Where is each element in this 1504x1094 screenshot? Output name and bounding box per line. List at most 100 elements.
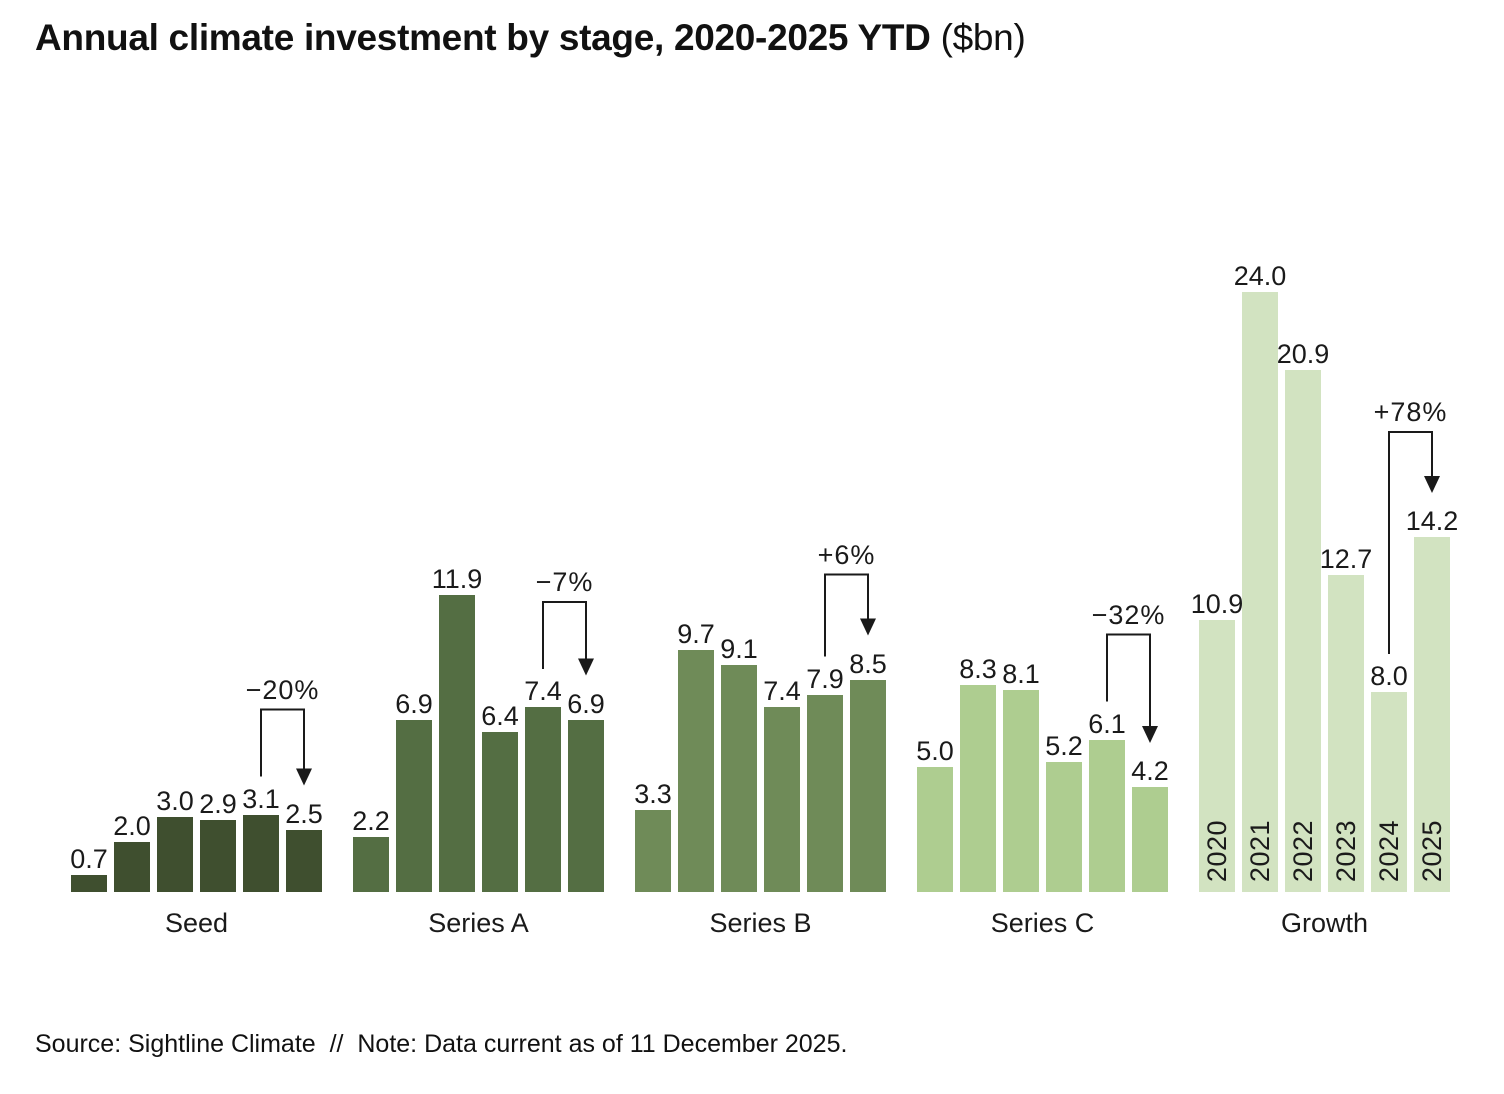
bar-2021	[396, 719, 432, 892]
year-label: 2021	[1244, 819, 1275, 882]
bar-2024	[1089, 739, 1125, 892]
bar-2021	[960, 684, 996, 892]
bar-group-growth: 2020 10.9 2021 24.0 2022 20.9 2023 12.7 2024 8.0 2…	[1191, 0, 1459, 960]
group-label-growth: Growth	[1280, 908, 1369, 938]
change-label: −32%	[1091, 599, 1166, 630]
bar-2024	[525, 707, 561, 892]
value-label: 4.2	[1131, 756, 1169, 786]
change-bracket	[542, 601, 594, 676]
value-label: 8.3	[959, 653, 997, 684]
arrow-down-icon	[578, 658, 594, 676]
bar-2025	[850, 679, 886, 892]
year-label: 2025	[1416, 819, 1447, 882]
arrow-down-icon	[1424, 476, 1440, 493]
bar-2023	[764, 707, 800, 892]
value-label: 7.4	[524, 676, 562, 706]
bar-2021	[678, 649, 714, 892]
value-label: 12.7	[1319, 543, 1373, 574]
bar-2022	[439, 594, 475, 892]
change-bracket	[1388, 431, 1440, 654]
bar-2022	[721, 664, 757, 892]
bar-group-series-b: 3.3 9.7 9.1 7.4 7.9 8.5 Series B +6%	[634, 0, 887, 960]
bar-2020	[353, 837, 389, 892]
bar-2022: 2022	[1285, 369, 1321, 892]
bar-2023	[200, 819, 236, 892]
bar-2024: 2024	[1371, 692, 1407, 892]
bar-2021: 2021	[1242, 292, 1278, 892]
value-label: 3.1	[242, 783, 280, 814]
value-label: 6.4	[481, 701, 519, 731]
change-bracket	[824, 573, 876, 657]
chart-title: Annual climate investment by stage, 2020…	[35, 14, 1026, 62]
value-label: 7.9	[806, 663, 844, 694]
bar-2024	[807, 694, 843, 892]
value-label: 2.2	[352, 806, 390, 836]
value-label: 8.5	[849, 648, 887, 679]
bar-group-series-c: 5.0 8.3 8.1 5.2 6.1 4.2 Series C −32%	[916, 0, 1169, 960]
change-label: −20%	[245, 674, 320, 705]
arrow-down-icon	[296, 768, 312, 786]
change-label: +78%	[1373, 397, 1448, 427]
value-label: 14.2	[1405, 506, 1459, 536]
year-label-wrap: 2022	[1285, 820, 1321, 882]
year-label-wrap: 2025	[1414, 820, 1450, 882]
bar-2022	[157, 817, 193, 892]
year-label: 2023	[1330, 819, 1361, 882]
bar-2025	[286, 829, 322, 892]
group-label-series-a: Series A	[428, 908, 529, 938]
year-label: 2022	[1287, 819, 1318, 882]
value-label: 20.9	[1276, 338, 1330, 369]
bar-group-seed: 0.7 2.0 3.0 2.9 3.1 2.5 Seed −20%	[70, 0, 323, 960]
year-label-wrap: 2023	[1328, 820, 1364, 882]
value-label: 9.7	[677, 618, 715, 649]
group-label-seed: Seed	[164, 908, 229, 938]
value-label: 5.0	[916, 736, 954, 766]
value-label: 6.1	[1088, 708, 1126, 739]
change-label: −7%	[535, 567, 594, 597]
value-label: 10.9	[1190, 588, 1244, 619]
chart-title-unit: ($bn)	[930, 17, 1026, 58]
value-label: 2.5	[285, 798, 323, 829]
bar-2023	[482, 732, 518, 892]
chart-title-main: Annual climate investment by stage, 2020…	[35, 17, 931, 58]
value-label: 8.0	[1370, 661, 1408, 691]
year-label-wrap: 2021	[1242, 820, 1278, 882]
group-label-series-c: Series C	[990, 908, 1095, 938]
bar-chart: 0.7 2.0 3.0 2.9 3.1 2.5 Seed −20% 2.2 6.9 11.9 6.4 7…	[70, 0, 1459, 960]
bar-2025	[568, 719, 604, 892]
source-note: Source: Sightline Climate // Note: Data …	[35, 1030, 848, 1058]
value-label: 7.4	[763, 676, 801, 706]
bar-2021	[114, 842, 150, 892]
value-label: 9.1	[720, 633, 758, 664]
value-label: 6.9	[395, 688, 433, 719]
bar-2024	[243, 814, 279, 892]
year-label: 2024	[1373, 819, 1404, 882]
value-label: 3.3	[634, 778, 672, 809]
bar-2025	[1132, 787, 1168, 892]
bar-group-series-a: 2.2 6.9 11.9 6.4 7.4 6.9 Series A −7%	[352, 0, 605, 960]
change-bracket	[260, 708, 312, 786]
value-label: 6.9	[567, 688, 605, 719]
bar-2020	[917, 767, 953, 892]
value-label: 5.2	[1045, 731, 1083, 761]
change-label: +6%	[817, 539, 876, 570]
group-label-series-b: Series B	[709, 908, 812, 938]
value-label: 8.1	[1002, 658, 1040, 689]
value-label: 2.0	[113, 811, 151, 841]
year-label-wrap: 2020	[1199, 820, 1235, 882]
arrow-down-icon	[1142, 726, 1158, 743]
bar-2020	[635, 809, 671, 892]
bar-2023: 2023	[1328, 574, 1364, 892]
bar-2025: 2025	[1414, 537, 1450, 892]
value-label: 2.9	[199, 788, 237, 819]
arrow-down-icon	[860, 618, 876, 636]
year-label: 2020	[1201, 819, 1232, 882]
value-label: 0.7	[70, 843, 108, 874]
bar-2023	[1046, 762, 1082, 892]
value-label: 24.0	[1233, 261, 1287, 291]
year-label-wrap: 2024	[1371, 820, 1407, 882]
bar-2022	[1003, 689, 1039, 892]
bar-2020: 2020	[1199, 619, 1235, 892]
value-label: 11.9	[431, 563, 483, 594]
